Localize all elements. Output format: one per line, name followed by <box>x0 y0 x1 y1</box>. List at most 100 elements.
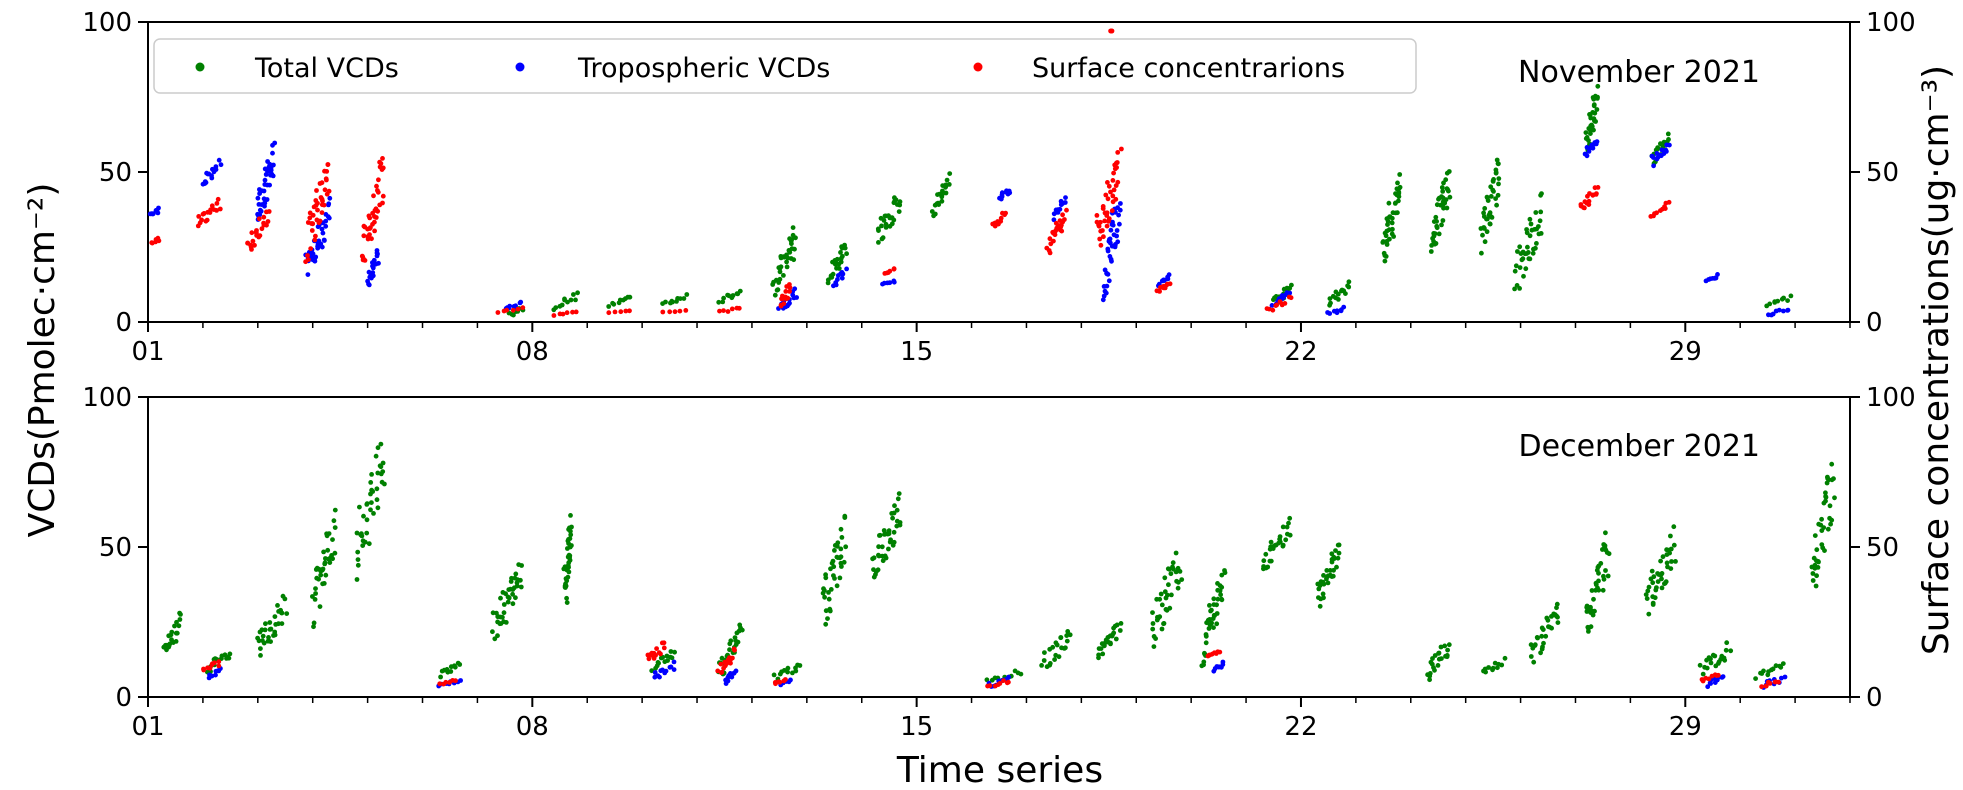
x-tick-label: 08 <box>516 337 549 367</box>
data-point-total-vcds <box>1100 651 1106 657</box>
data-point-surface-concentrarions <box>310 212 316 218</box>
data-point-surface-concentrarions <box>307 215 313 221</box>
data-point-total-vcds <box>876 544 881 550</box>
data-point-total-vcds <box>834 543 840 549</box>
data-point-total-vcds <box>567 544 573 550</box>
data-point-total-vcds <box>260 633 266 639</box>
data-point-total-vcds <box>1528 221 1534 227</box>
y-axis-label-right: Surface concentrations(ug·cm⁻³) <box>1916 65 1957 655</box>
data-point-surface-concentrarions <box>375 188 380 193</box>
data-point-tropospheric-vcds <box>322 238 327 243</box>
data-point-total-vcds <box>894 507 900 513</box>
data-point-tropospheric-vcds <box>839 275 845 281</box>
data-point-total-vcds <box>777 269 783 275</box>
legend: Total VCDs Tropospheric VCDs Surface con… <box>153 38 1417 94</box>
data-point-total-vcds <box>1317 583 1323 588</box>
data-point-total-vcds <box>1215 596 1221 602</box>
data-point-total-vcds <box>1831 476 1836 482</box>
data-point-surface-concentrarions <box>677 308 683 314</box>
data-point-tropospheric-vcds <box>1705 684 1711 690</box>
data-point-tropospheric-vcds <box>218 162 224 168</box>
data-point-surface-concentrarions <box>367 232 372 238</box>
x-tick-label: 15 <box>900 712 933 742</box>
data-point-total-vcds <box>1170 560 1176 566</box>
data-point-tropospheric-vcds <box>891 279 897 285</box>
data-point-total-vcds <box>790 225 796 231</box>
data-point-surface-concentrarions <box>660 309 666 315</box>
data-point-surface-concentrarions <box>721 308 726 313</box>
data-point-total-vcds <box>660 654 666 660</box>
data-point-total-vcds <box>1443 177 1449 183</box>
data-point-surface-concentrarions <box>1274 302 1280 308</box>
data-point-total-vcds <box>684 292 690 297</box>
data-point-total-vcds <box>835 540 841 546</box>
data-point-surface-concentrarions <box>1167 281 1173 287</box>
data-point-total-vcds <box>1280 543 1286 549</box>
data-point-total-vcds <box>1384 242 1390 247</box>
data-point-total-vcds <box>839 535 845 540</box>
data-point-surface-concentrarions <box>1706 676 1712 682</box>
data-point-total-vcds <box>1667 550 1672 556</box>
data-point-total-vcds <box>564 600 570 605</box>
data-point-total-vcds <box>575 290 580 296</box>
data-point-total-vcds <box>1114 622 1120 628</box>
data-point-tropospheric-vcds <box>1776 307 1782 313</box>
data-point-total-vcds <box>944 177 950 183</box>
data-point-total-vcds <box>1485 195 1490 201</box>
data-point-tropospheric-vcds <box>1667 142 1672 148</box>
data-point-total-vcds <box>1502 655 1508 661</box>
data-point-total-vcds <box>375 505 381 511</box>
data-point-total-vcds <box>1531 659 1537 665</box>
data-point-total-vcds <box>1155 615 1161 621</box>
data-point-total-vcds <box>1444 653 1450 658</box>
data-point-total-vcds <box>1820 545 1826 551</box>
data-point-total-vcds <box>1287 532 1293 538</box>
data-point-total-vcds <box>1176 579 1181 585</box>
data-point-tropospheric-vcds <box>1108 227 1114 233</box>
data-point-total-vcds <box>932 211 938 217</box>
data-point-total-vcds <box>838 259 844 265</box>
data-point-total-vcds <box>355 557 361 562</box>
data-point-total-vcds <box>1517 286 1522 291</box>
data-point-tropospheric-vcds <box>156 205 161 211</box>
data-point-total-vcds <box>797 663 803 668</box>
data-point-surface-concentrarions <box>367 215 373 221</box>
data-point-surface-concentrarions <box>504 307 510 313</box>
data-point-surface-concentrarions <box>1094 213 1100 218</box>
data-point-total-vcds <box>1484 229 1490 235</box>
data-point-total-vcds <box>325 547 331 553</box>
data-point-total-vcds <box>785 669 790 675</box>
data-point-total-vcds <box>1490 665 1496 671</box>
data-point-total-vcds <box>1431 233 1437 239</box>
data-point-surface-concentrarions <box>261 214 267 220</box>
data-point-total-vcds <box>831 564 837 570</box>
data-point-total-vcds <box>566 569 572 575</box>
data-point-total-vcds <box>1530 250 1536 256</box>
data-point-total-vcds <box>879 223 884 229</box>
data-point-total-vcds <box>627 294 633 300</box>
x-tick-label: 22 <box>1284 337 1317 367</box>
data-point-total-vcds <box>1222 570 1228 576</box>
data-point-surface-concentrarions <box>1106 218 1111 224</box>
data-point-total-vcds <box>1604 550 1610 555</box>
data-point-total-vcds <box>1169 592 1174 598</box>
data-point-total-vcds <box>838 526 844 532</box>
data-point-total-vcds <box>510 591 515 597</box>
data-point-total-vcds <box>1283 537 1289 543</box>
data-point-total-vcds <box>772 292 778 298</box>
data-point-total-vcds <box>1397 172 1403 177</box>
data-point-surface-concentrarions <box>1282 301 1288 306</box>
data-point-total-vcds <box>1395 210 1400 216</box>
data-point-tropospheric-vcds <box>270 150 275 156</box>
data-point-total-vcds <box>1327 296 1333 301</box>
data-point-total-vcds <box>1321 581 1327 587</box>
data-point-surface-concentrarions <box>201 667 207 673</box>
data-point-surface-concentrarions <box>728 660 733 666</box>
data-point-total-vcds <box>378 464 384 470</box>
data-point-total-vcds <box>784 264 790 270</box>
data-point-tropospheric-vcds <box>1117 207 1123 213</box>
data-point-total-vcds <box>1209 620 1214 626</box>
data-point-surface-concentrarions <box>997 681 1003 686</box>
data-point-total-vcds <box>777 276 783 282</box>
data-point-surface-concentrarions <box>324 177 329 183</box>
